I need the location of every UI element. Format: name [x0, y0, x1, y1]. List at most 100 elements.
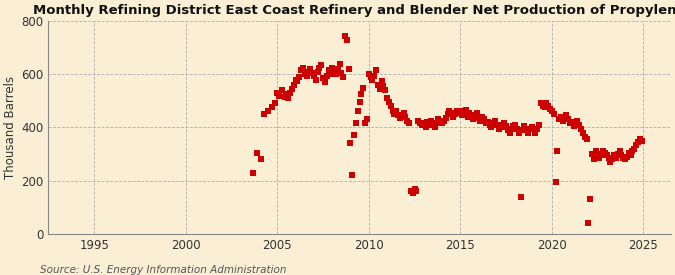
Point	[414, 121, 425, 126]
Y-axis label: Thousand Barrels: Thousand Barrels	[4, 76, 17, 179]
Point	[479, 117, 489, 122]
Point	[402, 119, 412, 123]
Point	[570, 121, 581, 126]
Point	[344, 67, 354, 71]
Point	[625, 153, 636, 158]
Point	[568, 124, 579, 128]
Point	[437, 121, 448, 126]
Point	[446, 111, 456, 115]
Point	[450, 112, 460, 116]
Point	[475, 119, 486, 123]
Point	[312, 69, 323, 74]
Point	[634, 137, 645, 142]
Point	[327, 65, 338, 70]
Point	[534, 123, 545, 127]
Point	[455, 109, 466, 114]
Point	[259, 112, 270, 116]
Point	[605, 160, 616, 164]
Point	[477, 115, 487, 119]
Point	[303, 69, 314, 74]
Point	[442, 112, 453, 116]
Point	[596, 153, 607, 158]
Point	[548, 112, 559, 116]
Point	[439, 119, 450, 123]
Point	[587, 152, 597, 156]
Point	[378, 84, 389, 89]
Point	[273, 93, 284, 98]
Point	[409, 186, 420, 191]
Point	[495, 123, 506, 127]
Point	[594, 156, 605, 160]
Point	[468, 117, 479, 122]
Point	[532, 126, 543, 131]
Point	[285, 91, 296, 95]
Point	[616, 153, 627, 158]
Point	[560, 117, 570, 122]
Point	[497, 125, 508, 130]
Point	[488, 121, 499, 126]
Point	[281, 92, 292, 97]
Point	[389, 112, 400, 116]
Point	[558, 119, 568, 123]
Point	[457, 113, 468, 118]
Point	[502, 128, 513, 132]
Point	[267, 105, 277, 110]
Point	[292, 79, 303, 83]
Point	[358, 85, 369, 90]
Point	[486, 125, 497, 130]
Point	[413, 119, 424, 123]
Point	[592, 152, 603, 156]
Point	[515, 194, 526, 199]
Point	[550, 180, 561, 184]
Point	[539, 105, 550, 110]
Point	[363, 72, 374, 76]
Point	[583, 221, 594, 225]
Point	[340, 34, 350, 38]
Point	[332, 67, 343, 71]
Point	[426, 119, 437, 123]
Point	[263, 109, 273, 114]
Point	[506, 126, 517, 131]
Point	[375, 87, 385, 91]
Point	[471, 111, 482, 115]
Point	[314, 65, 325, 70]
Point	[290, 77, 301, 82]
Point	[319, 80, 330, 84]
Point	[581, 137, 592, 142]
Point	[286, 87, 297, 91]
Point	[376, 79, 387, 83]
Point	[299, 72, 310, 76]
Point	[632, 140, 643, 144]
Point	[614, 149, 625, 153]
Point	[424, 123, 435, 127]
Point	[334, 61, 345, 66]
Point	[418, 121, 429, 126]
Point	[404, 121, 414, 126]
Point	[458, 112, 469, 116]
Point	[331, 72, 342, 76]
Point	[406, 189, 416, 193]
Point	[306, 71, 317, 75]
Point	[464, 111, 475, 115]
Point	[519, 124, 530, 128]
Point	[470, 113, 481, 118]
Point	[342, 37, 352, 42]
Point	[298, 65, 308, 70]
Point	[601, 153, 612, 158]
Point	[440, 116, 451, 120]
Point	[453, 111, 464, 115]
Point	[597, 149, 608, 153]
Point	[565, 121, 576, 126]
Point	[521, 126, 532, 131]
Point	[545, 107, 556, 111]
Point	[510, 123, 520, 127]
Point	[255, 157, 266, 161]
Point	[547, 109, 558, 114]
Point	[371, 68, 381, 73]
Point	[270, 101, 281, 106]
Point	[391, 109, 402, 114]
Point	[398, 111, 409, 115]
Point	[310, 77, 321, 82]
Point	[367, 77, 378, 82]
Point	[612, 152, 623, 156]
